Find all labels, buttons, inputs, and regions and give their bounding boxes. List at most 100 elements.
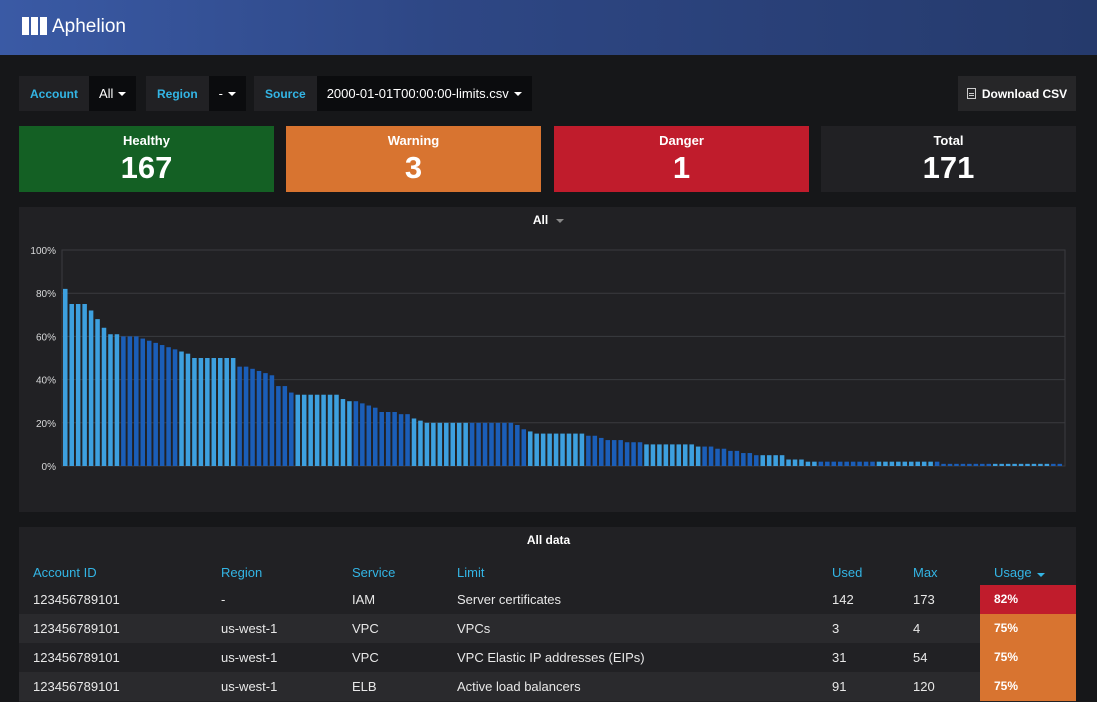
bar[interactable] (237, 366, 242, 466)
account-select[interactable]: All (89, 76, 137, 111)
bar[interactable] (644, 444, 649, 466)
bar[interactable] (702, 446, 707, 466)
bar[interactable] (728, 450, 733, 466)
bar[interactable] (947, 463, 953, 466)
bar[interactable] (276, 386, 281, 466)
bar[interactable] (708, 446, 714, 466)
bar[interactable] (883, 461, 888, 466)
bar[interactable] (618, 440, 623, 466)
bar[interactable] (941, 463, 946, 466)
table-row[interactable]: 123456789101 us-west-1 VPC VPC Elastic IP a… (19, 643, 1076, 672)
bar[interactable] (211, 358, 217, 466)
bar[interactable] (185, 353, 191, 466)
bar[interactable] (515, 424, 520, 466)
bar[interactable] (527, 431, 533, 466)
bar[interactable] (844, 461, 849, 466)
bar[interactable] (954, 463, 959, 466)
bar[interactable] (101, 327, 107, 466)
bar[interactable] (889, 461, 895, 466)
bar[interactable] (799, 459, 804, 466)
bar[interactable] (95, 319, 100, 466)
bar[interactable] (960, 463, 966, 466)
column-header-region[interactable]: Region (221, 565, 263, 580)
bar[interactable] (192, 358, 197, 466)
bar[interactable] (69, 304, 74, 466)
bar[interactable] (385, 412, 391, 466)
bar[interactable] (934, 461, 940, 466)
bar[interactable] (566, 433, 572, 466)
bar[interactable] (88, 310, 94, 466)
bar[interactable] (695, 446, 701, 466)
bar[interactable] (792, 459, 798, 466)
bar[interactable] (308, 394, 313, 466)
bar[interactable] (127, 336, 133, 466)
bar[interactable] (611, 440, 617, 466)
bar[interactable] (915, 461, 920, 466)
bar[interactable] (902, 461, 908, 466)
bar[interactable] (682, 444, 688, 466)
bar[interactable] (314, 394, 320, 466)
bar[interactable] (444, 422, 449, 466)
bar[interactable] (1025, 463, 1030, 466)
bar[interactable] (450, 422, 456, 466)
bar[interactable] (818, 461, 824, 466)
bar[interactable] (779, 455, 785, 466)
region-filter[interactable]: Region - (146, 76, 247, 111)
bar[interactable] (547, 433, 552, 466)
bar[interactable] (205, 358, 210, 466)
bar[interactable] (579, 433, 585, 466)
bar[interactable] (146, 340, 152, 466)
column-header-service[interactable]: Service (352, 565, 396, 580)
bar[interactable] (263, 373, 268, 466)
bar[interactable] (269, 375, 275, 466)
bar[interactable] (411, 418, 417, 466)
bar[interactable] (289, 392, 294, 466)
bar[interactable] (909, 461, 914, 466)
bar[interactable] (637, 442, 643, 466)
bar[interactable] (301, 394, 307, 466)
bar[interactable] (456, 422, 462, 466)
bar[interactable] (741, 453, 746, 466)
bar[interactable] (1018, 463, 1024, 466)
bar[interactable] (896, 461, 901, 466)
bar[interactable] (1051, 463, 1056, 466)
bar[interactable] (153, 342, 158, 466)
source-filter[interactable]: Source 2000-01-01T00:00:00-limits.csv (254, 76, 532, 111)
bar[interactable] (437, 422, 443, 466)
bar[interactable] (224, 358, 229, 466)
bar[interactable] (243, 366, 249, 466)
bar[interactable] (921, 461, 927, 466)
bar[interactable] (805, 461, 811, 466)
bar[interactable] (321, 394, 326, 466)
bar[interactable] (560, 433, 565, 466)
chart-title-dropdown[interactable]: All (0, 213, 1097, 227)
bar[interactable] (825, 461, 830, 466)
bar[interactable] (786, 459, 791, 466)
bar[interactable] (379, 412, 384, 466)
bar[interactable] (670, 444, 675, 466)
bar[interactable] (831, 461, 837, 466)
bar[interactable] (599, 437, 604, 466)
account-filter[interactable]: Account All (19, 76, 137, 111)
bar[interactable] (495, 422, 501, 466)
bar[interactable] (573, 433, 578, 466)
bar[interactable] (754, 455, 759, 466)
bar[interactable] (166, 347, 171, 466)
bar[interactable] (689, 444, 694, 466)
bar[interactable] (1044, 463, 1050, 466)
bar[interactable] (857, 461, 862, 466)
bar[interactable] (230, 358, 236, 466)
bar[interactable] (876, 461, 882, 466)
column-header-max[interactable]: Max (913, 565, 938, 580)
bar[interactable] (837, 461, 843, 466)
bar[interactable] (366, 405, 372, 466)
bar[interactable] (282, 386, 288, 466)
bar[interactable] (624, 442, 630, 466)
bar[interactable] (980, 463, 985, 466)
bar[interactable] (863, 461, 869, 466)
bar[interactable] (521, 429, 527, 466)
bar[interactable] (850, 461, 856, 466)
bar[interactable] (360, 403, 365, 466)
bar[interactable] (469, 422, 475, 466)
bar[interactable] (1057, 463, 1063, 466)
